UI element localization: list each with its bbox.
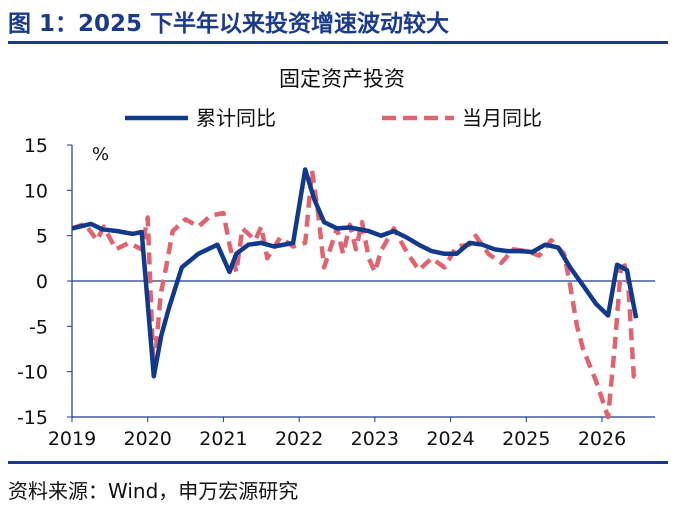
series-line-monthly — [71, 168, 642, 420]
x-tick-label: 2023 — [351, 428, 399, 450]
x-tick-label: 2024 — [426, 428, 474, 450]
y-tick-label: -15 — [17, 407, 48, 429]
y-tick-label: 5 — [36, 226, 48, 248]
x-tick-label: 2022 — [275, 428, 323, 450]
series-line-cumulative — [71, 167, 639, 379]
y-tick-label: 15 — [24, 135, 48, 157]
page-title: 图 1：2025 下半年以来投资增速波动较大 — [8, 11, 450, 37]
series-layer — [71, 167, 642, 420]
x-tick-label: 2020 — [124, 428, 172, 450]
title-rule — [8, 41, 668, 44]
legend: 累计同比 当月同比 — [125, 106, 542, 130]
axes: 15 10 5 0 -5 -10 -15% 2019 2020 2021 2022 2023 2024 2… — [17, 135, 655, 450]
source-rule — [8, 461, 668, 464]
chart-title: 固定资产投资 — [279, 67, 405, 91]
x-tick-label: 2026 — [578, 428, 626, 450]
y-tick-label: 0 — [36, 271, 48, 293]
x-tick-label: 2019 — [48, 428, 96, 450]
x-tick-label: 2025 — [502, 428, 550, 450]
line-chart: 固定资产投资 累计同比 当月同比 15 10 5 0 -5 -10 -15% 2019 2020 2… — [17, 67, 655, 450]
y-axis-unit: % — [92, 144, 109, 165]
y-tick-label: -5 — [29, 316, 48, 338]
y-tick-label: 10 — [24, 180, 48, 202]
legend-label-cumulative: 累计同比 — [196, 106, 276, 130]
source-note: 资料来源：Wind，申万宏源研究 — [8, 479, 299, 503]
x-tick-label: 2021 — [199, 428, 247, 450]
y-tick-label: -10 — [17, 362, 48, 384]
legend-label-monthly: 当月同比 — [462, 106, 542, 130]
